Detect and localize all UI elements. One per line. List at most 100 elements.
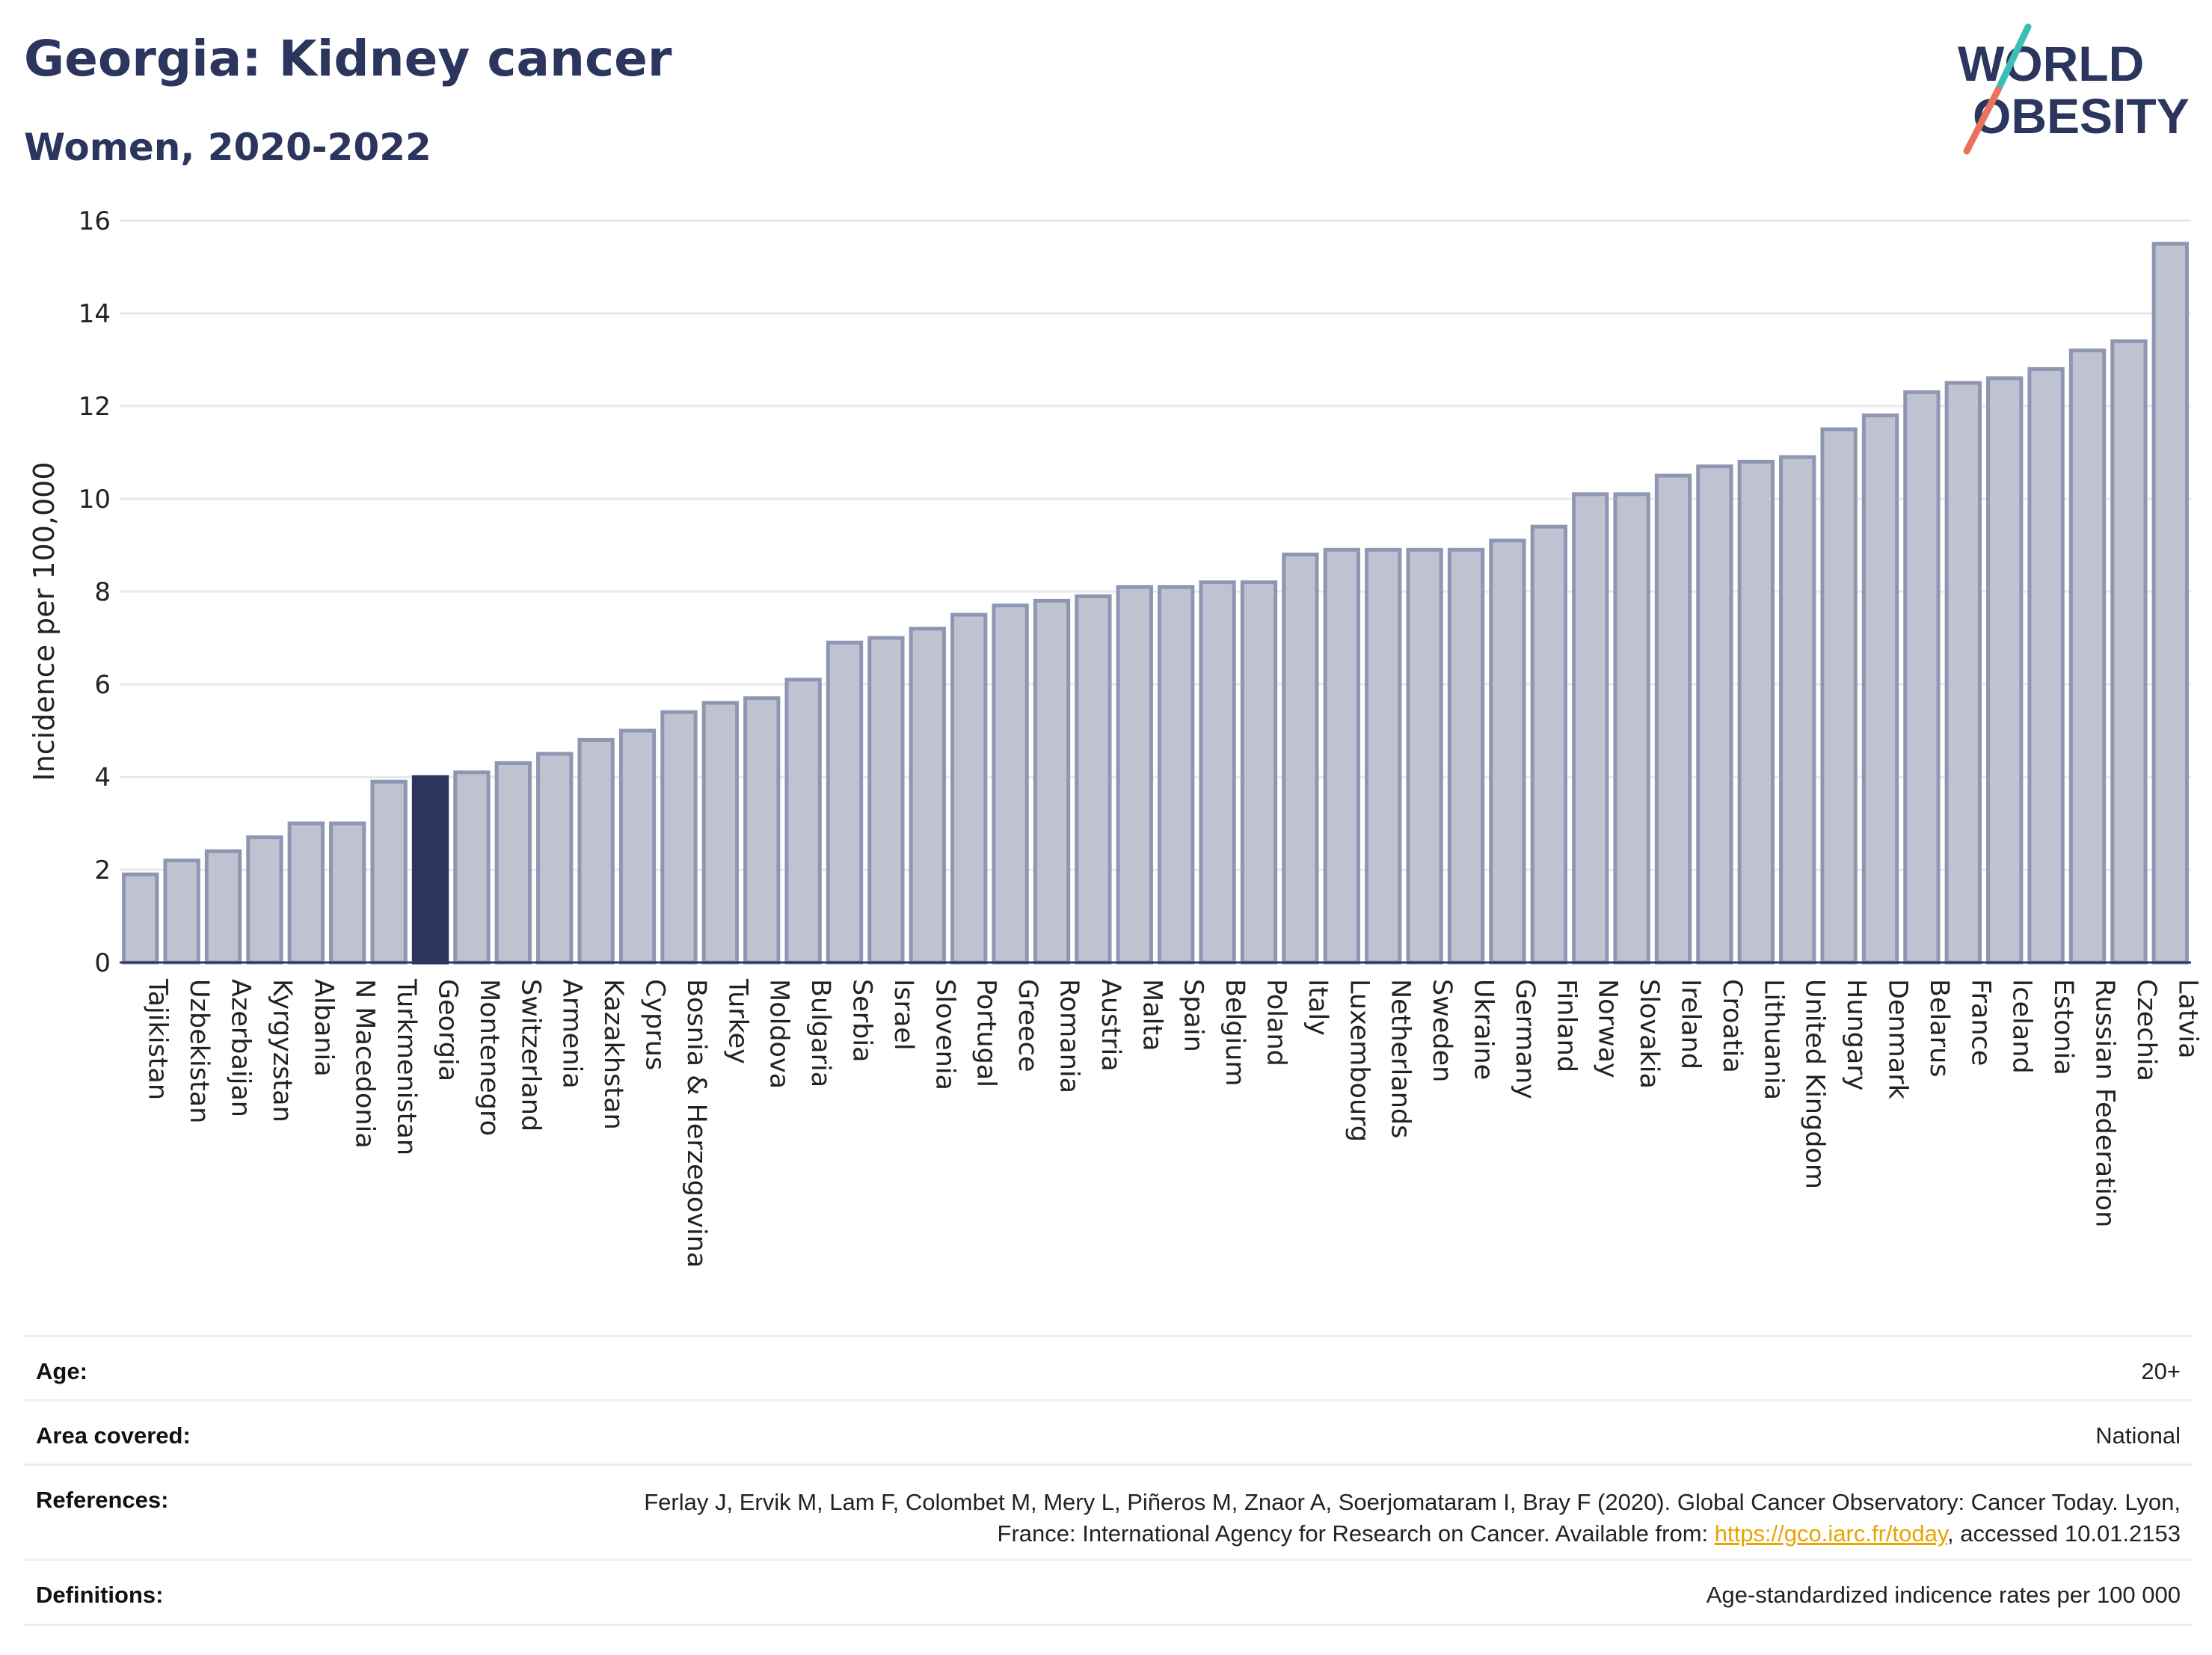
bar xyxy=(1944,381,1982,965)
area-label: Area covered: xyxy=(36,1422,191,1449)
x-tick-label: Norway xyxy=(1593,979,1623,1078)
chart-title: Georgia: Kidney cancer xyxy=(24,30,672,87)
bar xyxy=(1779,455,1816,965)
x-tick-label: Italy xyxy=(1303,979,1333,1036)
bar xyxy=(1696,464,1733,965)
y-tick-label: 2 xyxy=(94,856,111,885)
bar xyxy=(1861,413,1899,965)
x-tick-label: Finland xyxy=(1551,979,1581,1072)
meta-row-age: Age: 20+ xyxy=(24,1335,2193,1399)
x-tick-label: Estonia xyxy=(2048,979,2078,1075)
bar xyxy=(329,821,366,965)
x-tick-label: Netherlands xyxy=(1386,979,1416,1138)
x-tick-label: Montenegro xyxy=(474,979,504,1136)
x-tick-label: Bulgaria xyxy=(805,979,835,1087)
bar xyxy=(122,872,159,965)
references-text: Ferlay J, Ervik M, Lam F, Colombet M, Me… xyxy=(644,1489,2181,1547)
bar xyxy=(743,696,781,965)
bar xyxy=(287,821,325,965)
x-tick-label: Lithuania xyxy=(1758,979,1788,1100)
bar xyxy=(453,770,491,965)
bar xyxy=(1199,580,1236,965)
y-tick-label: 16 xyxy=(79,206,111,236)
y-tick-label: 10 xyxy=(79,485,111,515)
definitions-value: Age-standardized indicence rates per 100… xyxy=(1706,1582,2181,1608)
x-tick-label: Romania xyxy=(1054,979,1084,1093)
references-link[interactable]: https://gco.iarc.fr/today xyxy=(1714,1520,1948,1547)
bar xyxy=(1447,547,1485,965)
bar xyxy=(1530,524,1567,965)
bar-chart: 0 2 4 6 8 10 12 14 16 Incidence per 100,000 Tajiki… xyxy=(28,206,2202,1268)
y-tick-label: 0 xyxy=(94,948,111,978)
bar xyxy=(1323,547,1360,965)
x-tick-label: Ireland xyxy=(1676,979,1706,1069)
bar xyxy=(1158,585,1195,965)
x-tick-label: Bosnia & Herzegovina xyxy=(681,979,711,1268)
bar xyxy=(1033,598,1071,965)
bar xyxy=(1365,547,1402,965)
bar xyxy=(1240,580,1278,965)
bar xyxy=(1613,492,1650,965)
bar xyxy=(1820,427,1858,965)
x-tick-label: Austria xyxy=(1096,979,1125,1072)
x-tick-label: Hungary xyxy=(1841,979,1871,1090)
x-tick-label: Cyprus xyxy=(640,979,670,1070)
meta-row-area: Area covered: National xyxy=(24,1399,2193,1464)
bar xyxy=(494,761,532,965)
references-label: References: xyxy=(36,1487,169,1513)
x-tick-label: Azerbaijan xyxy=(226,979,256,1117)
x-tick-label: Latvia xyxy=(2172,979,2202,1059)
bar xyxy=(1116,585,1153,965)
x-tick-label: Switzerland xyxy=(515,979,545,1132)
x-tick-label: Georgia xyxy=(433,979,463,1081)
bar xyxy=(1737,459,1775,965)
y-axis-label: Incidence per 100,000 xyxy=(28,461,61,781)
x-tick-label: United Kingdom xyxy=(1800,979,1830,1189)
bar xyxy=(536,752,574,965)
bar xyxy=(163,859,200,965)
x-tick-label: Spain xyxy=(1179,979,1208,1052)
logo-line1: WORLD xyxy=(1958,36,2144,91)
bar xyxy=(370,779,408,965)
metadata-table: Age: 20+ Area covered: National Referenc… xyxy=(24,1335,2193,1626)
bar xyxy=(992,604,1029,965)
meta-row-references: References: Ferlay J, Ervik M, Lam F, Co… xyxy=(24,1464,2193,1559)
bar xyxy=(1654,473,1692,965)
x-tick-label: Czechia xyxy=(2131,979,2161,1081)
logo-line2: OBESITY xyxy=(1973,88,2190,144)
x-tick-label: N Macedonia xyxy=(350,979,380,1149)
age-label: Age: xyxy=(36,1358,87,1384)
bar xyxy=(826,640,864,965)
chart-subtitle: Women, 2020-2022 xyxy=(24,126,431,169)
bar xyxy=(2110,339,2148,965)
x-tick-label: Russian Federation xyxy=(2090,979,2120,1227)
meta-row-definitions: Definitions: Age-standardized indicence … xyxy=(24,1559,2193,1626)
bar xyxy=(950,612,988,965)
bar xyxy=(1282,552,1319,965)
bar xyxy=(701,701,739,965)
x-tick-label: Serbia xyxy=(847,979,877,1063)
x-tick-label: Sweden xyxy=(1427,979,1457,1082)
bar-highlight xyxy=(411,775,449,965)
x-tick-label: Turkmenistan xyxy=(391,978,421,1155)
age-value: 20+ xyxy=(2141,1358,2181,1384)
bar xyxy=(1903,390,1941,965)
bar xyxy=(867,636,905,965)
x-tick-label: Iceland xyxy=(2007,979,2037,1074)
y-tick-label: 8 xyxy=(94,577,111,607)
definitions-label: Definitions: xyxy=(36,1582,164,1608)
bar xyxy=(577,737,615,965)
y-tick-label: 12 xyxy=(79,392,111,422)
x-tick-label: Armenia xyxy=(557,979,587,1089)
x-tick-label: Albania xyxy=(308,979,338,1077)
x-tick-label: Luxembourg xyxy=(1344,979,1374,1142)
x-tick-label: Kyrgyzstan xyxy=(267,979,297,1123)
y-tick-label: 14 xyxy=(79,299,111,329)
bar xyxy=(2151,242,2189,965)
x-tick-label: Kazakhstan xyxy=(598,979,628,1130)
x-tick-label: Ukraine xyxy=(1469,979,1499,1080)
x-tick-label: Poland xyxy=(1262,979,1291,1066)
bar xyxy=(1572,492,1609,965)
bar xyxy=(2068,348,2107,965)
bar xyxy=(204,849,242,965)
